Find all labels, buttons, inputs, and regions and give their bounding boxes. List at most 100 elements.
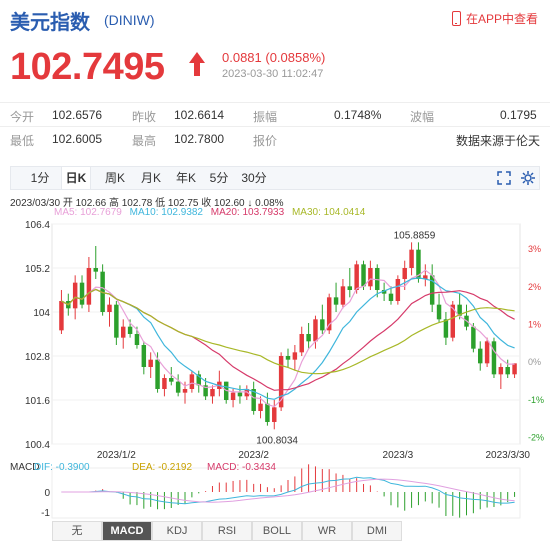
tab-monthly[interactable]: 月K bbox=[140, 171, 161, 185]
bar-info: 2023/03/30 开 102.66 高 102.78 低 102.75 收 … bbox=[10, 198, 284, 209]
candle bbox=[361, 264, 366, 287]
candle bbox=[478, 348, 483, 364]
pct-tick-label: -1% bbox=[528, 395, 544, 405]
x-tick-label: 2023/3/30 bbox=[486, 450, 531, 461]
candle bbox=[333, 297, 339, 305]
pct-tick-label: 3% bbox=[528, 244, 541, 254]
candle bbox=[423, 275, 428, 279]
dif-line bbox=[61, 476, 515, 505]
tab-yearly[interactable]: 年K bbox=[175, 171, 196, 185]
candle bbox=[368, 268, 373, 287]
low-label: 100.8034 bbox=[256, 435, 298, 446]
candle bbox=[395, 279, 401, 301]
candle bbox=[100, 271, 105, 312]
header: 美元指数 (DINIW) 在APP中查看 bbox=[0, 0, 550, 40]
candle bbox=[498, 367, 504, 375]
up-arrow-icon bbox=[189, 52, 205, 76]
candle bbox=[237, 392, 243, 397]
x-tick-label: 2023/1/2 bbox=[97, 450, 136, 461]
candle bbox=[457, 304, 462, 316]
candle bbox=[86, 268, 92, 305]
candle bbox=[148, 359, 153, 367]
stat-label: 报价 bbox=[253, 134, 278, 148]
ma10-line bbox=[61, 277, 515, 400]
indicator-tabs: 无 MACD KDJ RSI BOLL WR DMI bbox=[52, 521, 540, 541]
indicator-tab-none[interactable]: 无 bbox=[52, 521, 102, 541]
macd-dea: DEA: -0.2192 bbox=[132, 462, 192, 473]
indicator-tab-boll[interactable]: BOLL bbox=[252, 521, 302, 541]
indicator-tab-dmi[interactable]: DMI bbox=[352, 521, 402, 541]
candle bbox=[402, 268, 407, 279]
candle bbox=[258, 403, 263, 411]
candle bbox=[175, 381, 181, 393]
candle bbox=[272, 407, 277, 422]
stat-label: 昨收 bbox=[132, 110, 157, 124]
candle bbox=[292, 352, 298, 360]
index-code: (DINIW) bbox=[104, 12, 155, 28]
ma30-label: MA30: 104.0414 bbox=[291, 207, 366, 218]
candle bbox=[484, 341, 490, 364]
candle bbox=[134, 334, 140, 345]
candle bbox=[93, 268, 98, 272]
open-in-app-link[interactable]: 在APP中查看 bbox=[451, 10, 538, 27]
tab-30min[interactable]: 30分 bbox=[241, 171, 267, 185]
y-tick-label: 102.8 bbox=[25, 352, 50, 363]
candle bbox=[491, 341, 497, 375]
candle bbox=[265, 403, 270, 422]
period-tabs: 1分 日K 周K 月K 年K 5分 30分 bbox=[10, 166, 540, 190]
candle bbox=[203, 385, 208, 397]
tab-daily[interactable]: 日K bbox=[61, 167, 91, 189]
x-tick-label: 2023/2 bbox=[238, 450, 269, 461]
y-tick-label: 105.2 bbox=[25, 264, 50, 275]
tab-1min[interactable]: 1分 bbox=[30, 171, 50, 185]
candle bbox=[471, 326, 476, 349]
stat-label: 最低 bbox=[10, 134, 35, 148]
y-tick-label: 106.4 bbox=[25, 220, 50, 231]
candle bbox=[251, 389, 256, 411]
dea-line bbox=[61, 478, 515, 503]
candle bbox=[299, 334, 304, 353]
ma20-label: MA20: 103.7933 bbox=[210, 207, 285, 218]
fullscreen-icon[interactable] bbox=[497, 171, 511, 185]
macd-frame bbox=[51, 467, 521, 519]
open-in-app-label: 在APP中查看 bbox=[465, 12, 538, 26]
pct-tick-label: -2% bbox=[528, 432, 544, 442]
ma5-label: MA5: 102.7679 bbox=[54, 207, 122, 218]
settings-icon[interactable] bbox=[521, 171, 535, 185]
candle bbox=[512, 363, 517, 375]
candle bbox=[169, 378, 174, 382]
ma10-label: MA10: 102.9382 bbox=[129, 207, 203, 218]
tab-5min[interactable]: 5分 bbox=[209, 171, 229, 185]
candle bbox=[313, 319, 318, 342]
indicator-tab-rsi[interactable]: RSI bbox=[202, 521, 252, 541]
price-change: 0.0881 (0.0858%) bbox=[222, 50, 326, 65]
candle bbox=[107, 304, 112, 312]
ma-legend: MA5: 102.7679 MA10: 102.9382 MA20: 103.7… bbox=[54, 207, 365, 218]
candle bbox=[388, 293, 394, 301]
candle bbox=[189, 374, 195, 389]
candle bbox=[127, 326, 133, 334]
tab-weekly[interactable]: 周K bbox=[104, 171, 125, 185]
candle bbox=[409, 249, 414, 268]
stats-row: 今开 102.6576 昨收 102.6614 振幅 0.1748% 波幅 0.… bbox=[0, 102, 550, 126]
candle bbox=[285, 356, 291, 360]
macd-value: MACD: -0.3434 bbox=[207, 462, 276, 473]
candle bbox=[505, 367, 510, 375]
candle bbox=[155, 359, 160, 389]
candle bbox=[72, 282, 78, 309]
y-tick-label: 100.4 bbox=[25, 440, 50, 451]
candle bbox=[381, 290, 387, 294]
indicator-tab-kdj[interactable]: KDJ bbox=[152, 521, 202, 541]
candle bbox=[79, 282, 85, 305]
stat-label: 振幅 bbox=[253, 110, 278, 124]
candle bbox=[340, 286, 346, 305]
stat-value: 0.1748% bbox=[334, 108, 382, 122]
macd-tick-label: -1 bbox=[41, 508, 50, 519]
stat-value: 102.6614 bbox=[174, 108, 225, 122]
candle bbox=[443, 319, 449, 338]
pct-tick-label: 0% bbox=[528, 357, 541, 367]
indicator-tab-macd[interactable]: MACD bbox=[102, 521, 152, 541]
indicator-tab-wr[interactable]: WR bbox=[302, 521, 352, 541]
candle bbox=[306, 334, 311, 342]
